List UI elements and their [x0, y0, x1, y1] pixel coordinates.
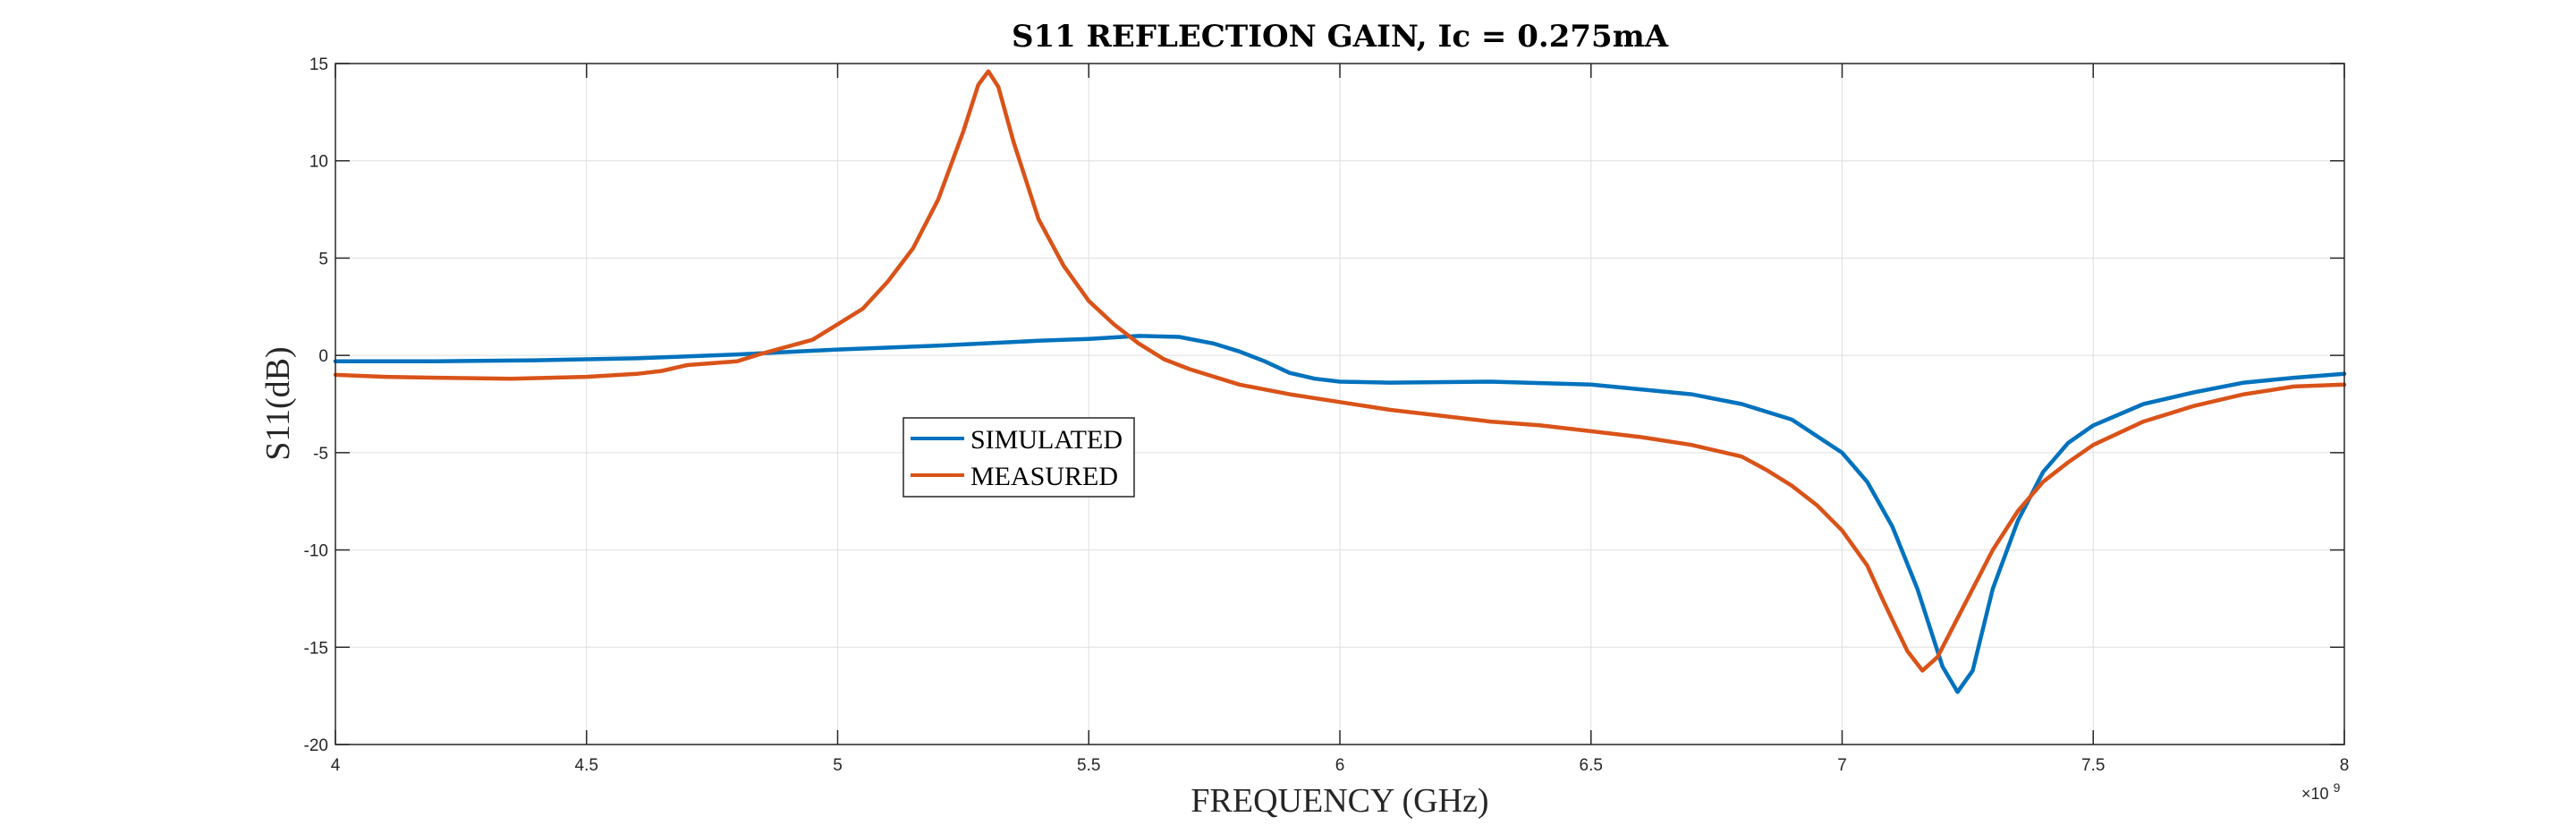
x-tick-label: 8	[2340, 756, 2350, 775]
legend-box	[902, 417, 1135, 498]
x-tick-label: 4.5	[575, 756, 598, 775]
series-layer	[333, 69, 2347, 694]
y-tick-label: -5	[313, 445, 328, 464]
series-line-simulated	[333, 334, 2347, 694]
y-tick-label: -10	[304, 542, 328, 561]
x-exponent-base: ×10	[2301, 785, 2329, 803]
x-tick-label: 6.5	[1580, 756, 1603, 775]
legend-label-measured: MEASURED	[970, 462, 1118, 491]
x-tick-label: 6	[1335, 756, 1345, 775]
x-tick-label: 7	[1837, 756, 1847, 775]
y-axis-label: S11(dB)	[259, 346, 297, 460]
y-tick-label: 0	[318, 347, 328, 366]
series-line-measured	[333, 69, 2347, 673]
legend-label-simulated: SIMULATED	[970, 425, 1123, 455]
x-exponent-label: ×10 9	[2301, 780, 2341, 803]
x-tick-label: 5	[833, 756, 843, 775]
y-tick-label: 5	[318, 250, 328, 268]
y-tick-label: 10	[309, 153, 328, 172]
y-tick-label: 15	[309, 55, 328, 74]
legend: SIMULATED MEASURED	[902, 417, 1135, 498]
chart-title: S11 REFLECTION GAIN, Ic = 0.275mA	[1012, 19, 1669, 55]
y-tick-label: -15	[304, 639, 328, 658]
x-exponent-power: 9	[2334, 780, 2341, 795]
y-tick-label: -20	[304, 736, 328, 755]
label-layer: 4 4.5 5 5.5 6 6.5 7 7.5 8 -20 -15 -10 -5 0 5 10 15	[304, 55, 2350, 775]
x-tick-label: 7.5	[2081, 756, 2105, 775]
plot-box	[335, 63, 2345, 745]
x-tick-label: 5.5	[1077, 756, 1100, 775]
x-tick-label: 4	[331, 756, 341, 775]
x-axis-label: FREQUENCY (GHz)	[1191, 782, 1488, 820]
